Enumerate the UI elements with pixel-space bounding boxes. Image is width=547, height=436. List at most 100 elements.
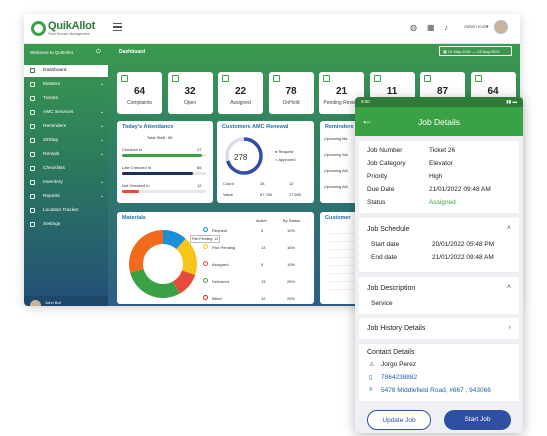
job-field-value: High <box>429 173 443 180</box>
job-schedule-title: Job Schedule <box>367 226 410 233</box>
reminder-item[interactable]: Upcoming AM <box>324 185 348 189</box>
sidebar-item-label: AMC Services <box>43 110 74 115</box>
sidebar-item-amc-services[interactable]: AMC Services ⌄ <box>24 107 108 119</box>
job-field-label: Job Number <box>367 147 403 154</box>
stat-card-assigned[interactable]: 22 Assigned <box>218 72 263 114</box>
job-description-value: Service <box>371 300 393 307</box>
amc-legend-request: ● Request <box>275 149 294 154</box>
calendar-icon[interactable]: ▦ <box>427 23 435 32</box>
donut-slice-delivered[interactable] <box>130 269 180 298</box>
job-description-title: Job Description <box>367 285 416 292</box>
menu-toggle-icon[interactable] <box>113 23 122 31</box>
customer-panel: Customer <box>320 212 360 304</box>
stat-icon <box>121 75 128 82</box>
amc-row-approved: 27,590 <box>289 192 302 197</box>
chevron-down-icon[interactable]: ⌄ <box>100 193 105 199</box>
back-arrow-icon[interactable]: ← <box>361 113 373 127</box>
page-title: Dashboard <box>119 49 146 55</box>
globe-icon[interactable]: ◍ <box>410 23 417 32</box>
donut-slice-assigned[interactable] <box>172 270 196 294</box>
user-avatar[interactable] <box>494 20 508 34</box>
contact-phone[interactable]: 7864238882 <box>381 374 418 381</box>
stat-card-complaints[interactable]: 64 Complaints <box>117 72 162 114</box>
stat-icon <box>222 75 229 82</box>
material-row-pct: 16% <box>287 245 296 250</box>
start-job-button[interactable]: Start Job <box>444 410 511 430</box>
materials-panel: Materials Part Pending: 13 Active By Sta… <box>117 212 314 304</box>
chevron-down-icon[interactable]: ⌄ <box>100 137 105 143</box>
date-range-picker[interactable]: ▦ 24 May 2021 — 23 Aug 2022 <box>439 46 512 56</box>
stat-label: OnHold <box>282 100 300 106</box>
sidebar-item-location-tracker[interactable]: Location Tracker <box>24 205 108 217</box>
sidebar-item-reminders[interactable]: Reminders ⌄ <box>24 121 108 133</box>
sidebar-item-reports[interactable]: Reports ⌄ <box>24 191 108 203</box>
gear-icon <box>30 222 35 227</box>
reports-icon <box>30 194 35 199</box>
bell-icon <box>30 124 35 129</box>
power-icon[interactable]: ⏻ <box>96 49 101 55</box>
chevron-up-icon[interactable]: ˄ <box>506 284 511 291</box>
person-icon: ♙ <box>369 362 375 368</box>
phone-icon: ▯ <box>369 375 373 381</box>
sidebar-item-dashboard[interactable]: Dashboard <box>24 65 108 77</box>
chevron-down-icon[interactable]: ⌄ <box>100 179 105 185</box>
logo-mark-icon <box>31 21 46 36</box>
step-icon <box>30 138 35 143</box>
reminder-item[interactable]: Upcoming AM <box>324 169 348 173</box>
user-name[interactable]: Admin Icon <box>464 24 487 29</box>
stat-icon <box>323 75 330 82</box>
donut-slice-part-pending[interactable] <box>176 238 197 275</box>
stat-card-onhold[interactable]: 78 OnHold <box>268 72 314 114</box>
date-range-label: 24 May 2021 — 23 Aug 2022 <box>447 49 500 54</box>
chevron-down-icon[interactable]: ⌄ <box>100 151 105 157</box>
chevron-down-icon[interactable]: ⌄ <box>100 81 105 87</box>
masters-icon <box>30 82 35 87</box>
customer-chart-grid <box>326 226 360 296</box>
material-status-dot <box>203 244 208 249</box>
sidebar-item-checklists[interactable]: Checklists <box>24 163 108 175</box>
sidebar-item-label: Reports <box>43 194 60 199</box>
sidebar-item-tickets[interactable]: Tickets <box>24 93 108 105</box>
sidebar-item-masters[interactable]: Masters ⌄ <box>24 79 108 91</box>
chevron-right-icon[interactable]: › <box>508 324 511 331</box>
sidebar-item-label: Checklists <box>43 166 65 171</box>
sidebar-user-card[interactable]: John Bot Administrator | Organization <box>24 296 108 306</box>
stat-icon <box>474 75 482 82</box>
chevron-down-icon[interactable]: ⌄ <box>100 109 105 115</box>
job-schedule-card[interactable]: Job Schedule ˄ Start date 20/01/2022 05:… <box>359 218 519 272</box>
reminder-item[interactable]: Upcoming Wa <box>324 153 348 157</box>
amc-title: Customers AMC Renewal <box>222 124 289 130</box>
reminder-item[interactable]: Upcoming Ma <box>324 137 348 141</box>
sidebar-item-inventory[interactable]: Inventory ⌄ <box>24 177 108 189</box>
amc-icon <box>30 110 35 115</box>
sidebar-item-settings[interactable]: Settings <box>24 219 108 231</box>
sidebar-item-label: Settings <box>43 222 61 227</box>
job-field-label: Due Date <box>367 186 395 193</box>
job-description-card[interactable]: Job Description ˄ Service <box>359 277 519 314</box>
ticket-icon <box>30 96 35 101</box>
chevron-down-icon[interactable]: ▾ <box>486 24 489 30</box>
contact-details-card: Contact Details ♙ Jorgo Perez ▯ 78642388… <box>359 344 519 401</box>
material-row-label: Part Pending <box>212 245 236 250</box>
update-job-button[interactable]: Update Job <box>367 410 431 430</box>
stat-value: 11 <box>386 86 398 97</box>
chevron-up-icon[interactable]: ˄ <box>506 225 511 232</box>
contact-address[interactable]: 5478 Middlefield Road, #667 , 943066 <box>381 387 491 394</box>
chevron-down-icon[interactable]: ⌄ <box>100 123 105 129</box>
donut-slice-request[interactable] <box>163 230 186 250</box>
brand-logo[interactable]: QuikAllot Field Service Management <box>31 19 101 41</box>
notification-bell-icon[interactable]: ♪ <box>444 23 448 32</box>
sidebar-item-20step[interactable]: 20Step ⌄ <box>24 135 108 147</box>
start-date-value: 20/01/2022 05:48 PM <box>432 241 495 248</box>
job-history-card[interactable]: Job History Details › <box>359 318 519 339</box>
stat-card-open[interactable]: 32 Open <box>167 72 213 114</box>
sidebar-welcome: Welcome to QuikAllot <box>30 50 73 55</box>
amc-row-request: 28 <box>260 181 265 186</box>
attendance-row-label: Checked In <box>122 147 143 152</box>
sidebar-item-rentals[interactable]: Rentals ⌄ <box>24 149 108 161</box>
attendance-row-value: 12 <box>197 183 202 188</box>
attendance-progress-fill <box>122 190 139 193</box>
amc-row-label: Value <box>223 192 233 197</box>
donut-slice-billed[interactable] <box>129 230 163 273</box>
